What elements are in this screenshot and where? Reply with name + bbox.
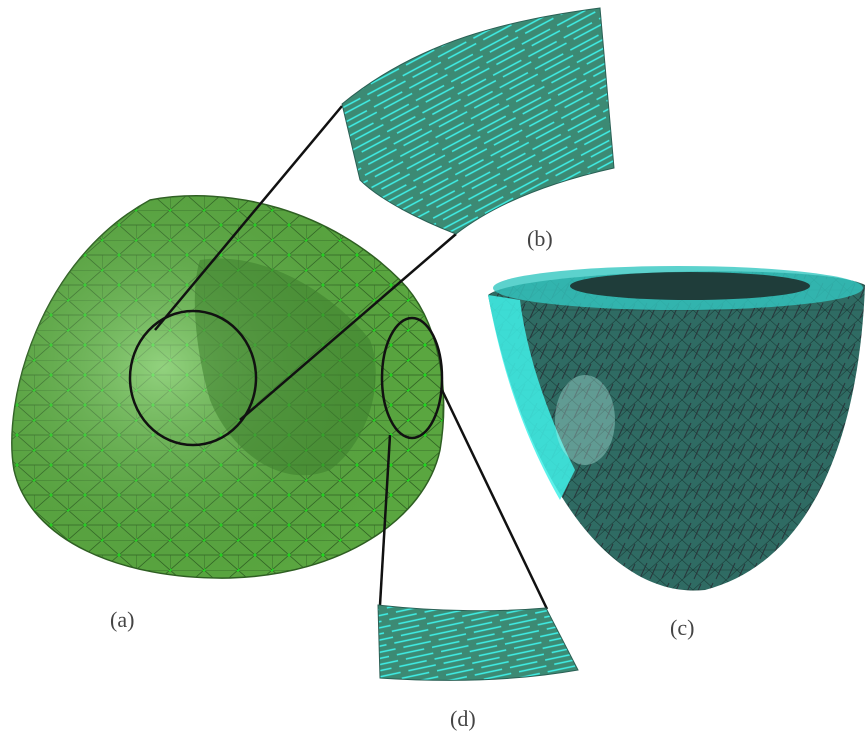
label-d: (d) <box>450 706 476 731</box>
heart-c-glow <box>555 375 615 465</box>
label-c: (c) <box>670 615 694 640</box>
label-a: (a) <box>110 607 134 632</box>
heart-c-cavity <box>570 272 810 300</box>
inset-b <box>342 8 614 234</box>
figure: (a) (b) (c) (d) <box>0 0 868 737</box>
inset-d <box>378 605 578 680</box>
label-b: (b) <box>527 226 553 251</box>
